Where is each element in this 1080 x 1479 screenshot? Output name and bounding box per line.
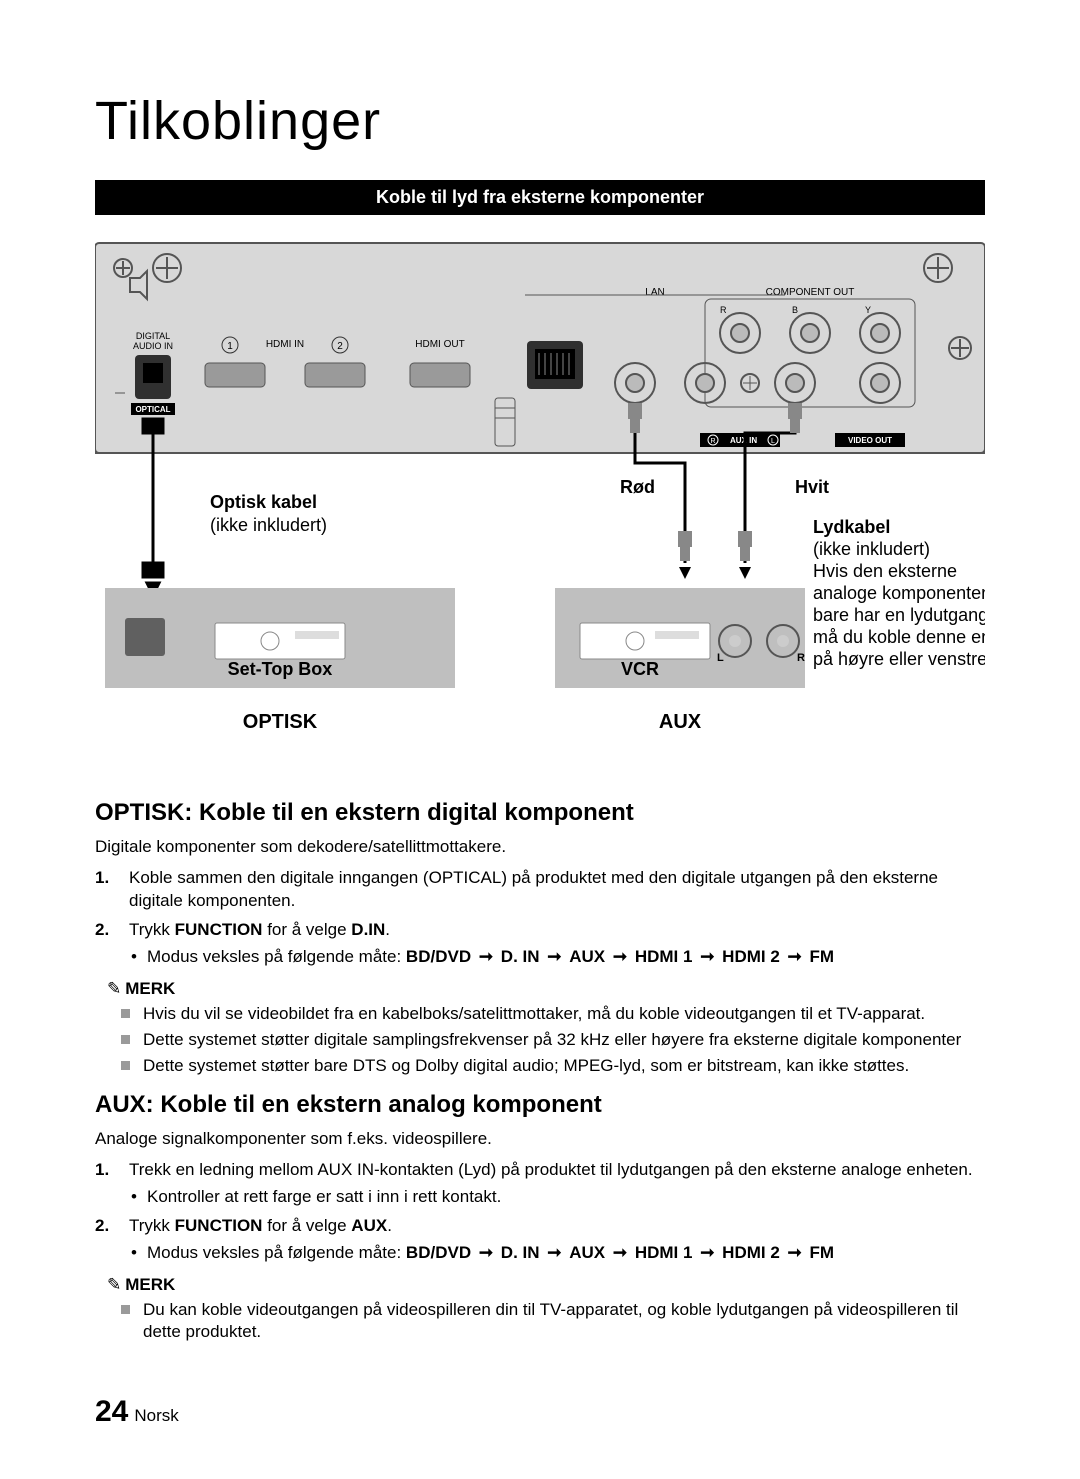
label-lan: LAN (645, 287, 664, 298)
label-hdmi-in: HDMI IN (266, 339, 304, 350)
label-optisk-big: OPTISK (243, 711, 318, 733)
svg-text:2: 2 (337, 341, 343, 352)
svg-text:R: R (797, 652, 805, 664)
optisk-mode-line: Modus veksles på følgende måte: BD/DVD ➞… (147, 946, 985, 969)
aux-lead: Analoge signalkomponenter som f.eks. vid… (95, 1129, 985, 1149)
label-lydkabel: Lydkabel (813, 517, 890, 537)
label-vcr: VCR (621, 659, 659, 679)
section-bar: Koble til lyd fra eksterne komponenter (95, 180, 985, 215)
label-video-out: VIDEO OUT (848, 436, 892, 445)
label-lyd-sub: (ikke inkludert) (813, 539, 930, 559)
label-optisk-kabel: Optisk kabel (210, 492, 317, 512)
svg-text:B: B (792, 305, 798, 315)
aux-step1: Trekk en ledning mellom AUX IN-kontakten… (129, 1160, 973, 1179)
page-title: Tilkoblinger (95, 90, 985, 152)
svg-text:L: L (717, 652, 724, 664)
optisk-heading: OPTISK: Koble til en ekstern digital kom… (95, 799, 985, 827)
label-rod: Rød (620, 477, 655, 497)
svg-text:L: L (771, 438, 775, 445)
page-footer: 24Norsk (95, 1395, 179, 1429)
note-item: Du kan koble videoutgangen på videospill… (143, 1299, 985, 1343)
aux-notes: Du kan koble videoutgangen på videospill… (95, 1299, 985, 1343)
label-lyd-5: på høyre eller venstre. (813, 649, 985, 669)
aux-heading: AUX: Koble til en ekstern analog kompone… (95, 1091, 985, 1119)
label-lyd-3: bare har en lydutgang, (813, 605, 985, 625)
label-digital-audio-in-2: AUDIO IN (133, 341, 173, 351)
aux-steps: 1.Trekk en ledning mellom AUX IN-kontakt… (95, 1159, 985, 1265)
label-lyd-2: analoge komponenten (813, 583, 985, 603)
aux-mode-line: Modus veksles på følgende måte: BD/DVD ➞… (147, 1242, 985, 1265)
aux-step2: Trykk FUNCTION for å velge AUX. (129, 1216, 392, 1235)
svg-text:OPTICAL: OPTICAL (135, 405, 170, 414)
label-lyd-1: Hvis den eksterne (813, 561, 957, 581)
label-optisk-kabel-sub: (ikke inkludert) (210, 515, 327, 535)
svg-text:Y: Y (865, 305, 871, 315)
note-item: Dette systemet støtter digitale sampling… (143, 1029, 985, 1051)
optisk-merk-label: ✎MERK (107, 979, 985, 999)
label-aux-big: AUX (659, 711, 702, 733)
note-item: Dette systemet støtter bare DTS og Dolby… (143, 1055, 985, 1077)
label-hvit: Hvit (795, 477, 829, 497)
svg-text:R: R (720, 305, 727, 315)
svg-text:R: R (710, 438, 715, 445)
aux-merk-label: ✎MERK (107, 1275, 985, 1295)
optisk-step2: Trykk FUNCTION for å velge D.IN. (129, 920, 390, 939)
optisk-steps: 1.Koble sammen den digitale inngangen (O… (95, 867, 985, 969)
aux-modes: BD/DVD ➞ D. IN ➞ AUX ➞ HDMI 1 ➞ HDMI 2 ➞… (406, 1243, 834, 1262)
label-lyd-4: må du koble denne enten (813, 627, 985, 647)
optisk-lead: Digitale komponenter som dekodere/satell… (95, 837, 985, 857)
optisk-step1: Koble sammen den digitale inngangen (OPT… (129, 868, 938, 910)
aux-step1-bullet: Kontroller at rett farge er satt i inn i… (147, 1186, 985, 1209)
label-hdmi-out: HDMI OUT (415, 339, 464, 350)
svg-text:1: 1 (227, 341, 233, 352)
label-digital-audio-in-1: DIGITAL (136, 331, 170, 341)
optisk-modes: BD/DVD ➞ D. IN ➞ AUX ➞ HDMI 1 ➞ HDMI 2 ➞… (406, 947, 834, 966)
label-settop: Set-Top Box (228, 659, 333, 679)
note-item: Hvis du vil se videobildet fra en kabelb… (143, 1003, 985, 1025)
connection-diagram: DIGITAL AUDIO IN OPTICAL OPTICAL 1 HDMI … (95, 233, 985, 773)
label-component-out: COMPONENT OUT (766, 287, 855, 298)
optisk-notes: Hvis du vil se videobildet fra en kabelb… (95, 1003, 985, 1077)
